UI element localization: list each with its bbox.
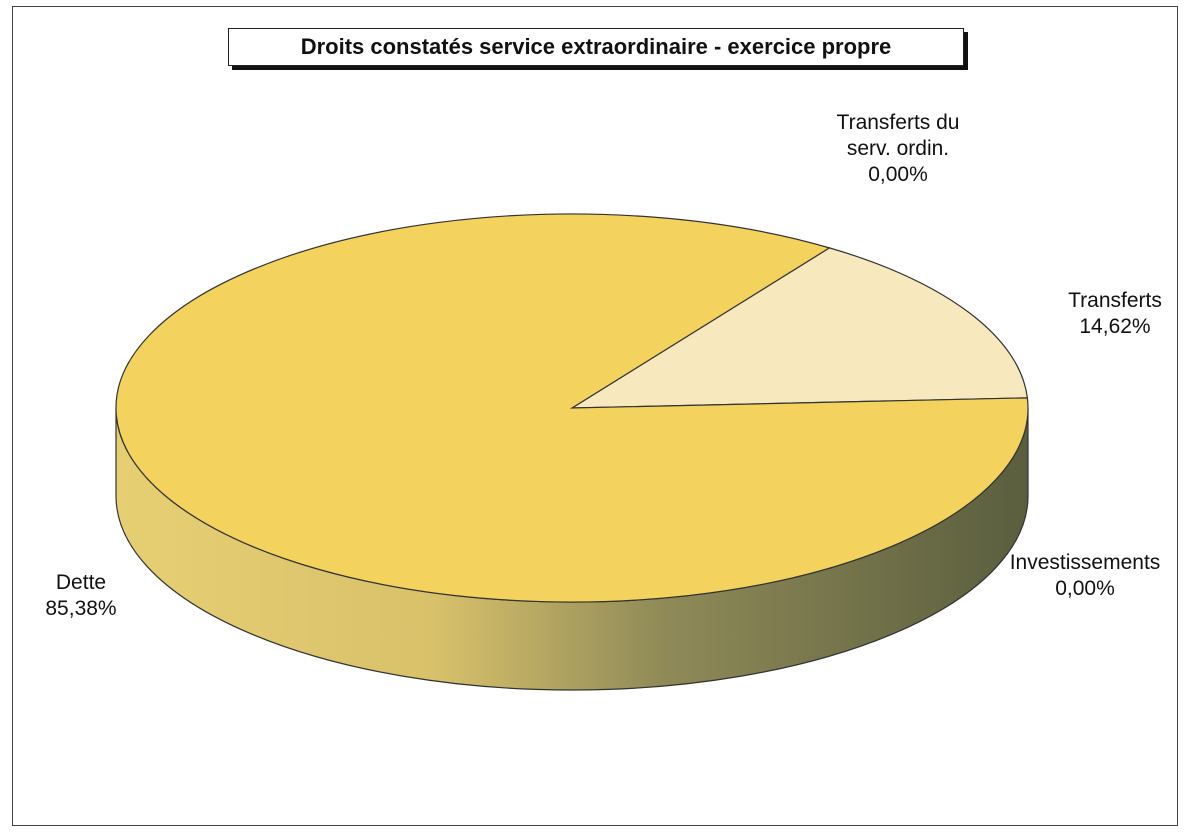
- label-transferts-name: Transferts: [1068, 289, 1162, 312]
- pie-slice-transferts: [569, 247, 1029, 409]
- label-dette-name: Dette: [55, 571, 107, 594]
- label-investissements-name: Investissements: [1009, 551, 1161, 574]
- label-transferts-ordin: Transferts du serv. ordin. 0,00%: [808, 110, 988, 188]
- pie-group: [115, 213, 1029, 691]
- label-transferts-ordin-pct: 0,00%: [868, 163, 928, 186]
- label-transferts-ordin-line2: serv. ordin.: [846, 137, 950, 160]
- label-dette: Dette 85,38%: [26, 570, 136, 622]
- chart-title: Droits constatés service extraordinaire …: [228, 28, 964, 66]
- pie-slice-dette: [115, 213, 1029, 603]
- label-transferts-ordin-line1: Transferts du: [836, 111, 960, 134]
- label-transferts-pct: 14,62%: [1079, 315, 1151, 338]
- label-transferts: Transferts 14,62%: [1050, 288, 1180, 340]
- label-investissements: Investissements 0,00%: [990, 550, 1180, 602]
- label-dette-pct: 85,38%: [45, 597, 117, 620]
- label-investissements-pct: 0,00%: [1055, 577, 1115, 600]
